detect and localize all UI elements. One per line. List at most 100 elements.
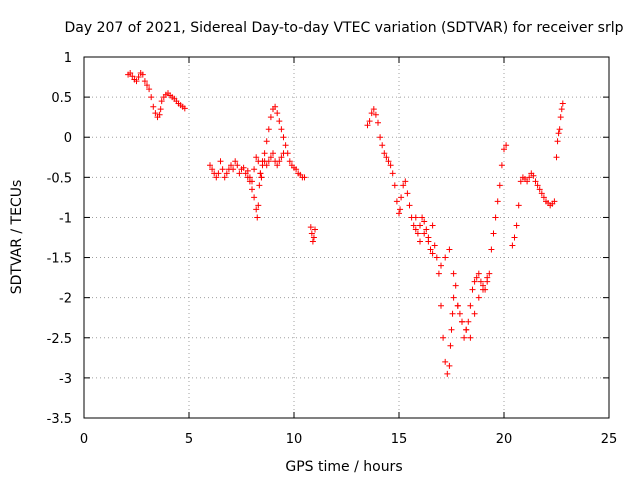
data-point bbox=[258, 174, 265, 181]
data-point bbox=[393, 198, 400, 205]
data-point bbox=[446, 246, 453, 253]
data-point bbox=[463, 326, 470, 333]
data-point bbox=[509, 242, 516, 249]
data-point bbox=[244, 174, 251, 181]
data-point bbox=[433, 254, 440, 261]
data-point bbox=[144, 82, 150, 89]
data-point bbox=[309, 238, 316, 245]
data-point bbox=[141, 78, 148, 85]
data-point bbox=[496, 182, 503, 189]
data-point bbox=[263, 138, 270, 145]
data-point bbox=[253, 154, 260, 161]
data-point bbox=[410, 222, 417, 229]
data-point bbox=[257, 170, 264, 177]
data-point bbox=[276, 118, 283, 125]
data-point bbox=[276, 158, 283, 165]
data-point bbox=[511, 234, 518, 241]
data-point bbox=[540, 194, 547, 201]
data-point bbox=[559, 100, 566, 107]
data-point bbox=[498, 162, 505, 169]
data-point bbox=[265, 126, 272, 133]
data-point bbox=[471, 310, 478, 317]
data-point bbox=[513, 222, 520, 229]
data-point bbox=[396, 210, 402, 217]
data-point bbox=[421, 218, 428, 225]
x-tick-label: 0 bbox=[80, 432, 88, 447]
data-point bbox=[557, 114, 564, 121]
data-point bbox=[146, 86, 153, 93]
data-point bbox=[554, 138, 561, 145]
data-point bbox=[488, 246, 495, 253]
data-point bbox=[447, 342, 454, 349]
data-point bbox=[181, 105, 188, 112]
data-point bbox=[278, 154, 285, 161]
data-point bbox=[412, 226, 419, 233]
x-axis-label: GPS time / hours bbox=[285, 459, 402, 475]
data-point bbox=[261, 150, 268, 157]
data-point bbox=[293, 166, 300, 173]
data-point bbox=[503, 142, 510, 149]
data-point bbox=[494, 198, 501, 205]
data-point bbox=[475, 294, 482, 301]
plot-frame bbox=[83, 56, 610, 419]
data-point bbox=[450, 270, 457, 277]
grid-lines bbox=[84, 57, 609, 418]
data-point bbox=[429, 250, 436, 257]
data-point bbox=[427, 246, 434, 253]
data-point bbox=[442, 358, 449, 365]
data-point bbox=[555, 130, 562, 137]
data-point bbox=[471, 278, 478, 285]
axis-ticks: 0 5 10 15 20 25 1 0.5 0 -0.5 -1 -1.5 -2 -2.5 -3 -3.5 bbox=[47, 51, 618, 447]
data-point bbox=[364, 122, 371, 129]
data-point bbox=[282, 142, 289, 149]
x-tick-label: 10 bbox=[286, 432, 303, 447]
data-point bbox=[444, 370, 451, 377]
data-point bbox=[272, 103, 279, 110]
data-point bbox=[379, 142, 386, 149]
data-point bbox=[469, 286, 476, 293]
data-point bbox=[219, 166, 226, 173]
data-point bbox=[209, 166, 216, 173]
data-point bbox=[310, 234, 317, 241]
data-point bbox=[244, 167, 251, 174]
data-point bbox=[308, 230, 315, 237]
data-point bbox=[536, 186, 543, 193]
data-point bbox=[490, 230, 497, 237]
data-point bbox=[435, 270, 442, 277]
y-tick-label: -1 bbox=[59, 211, 72, 226]
data-point bbox=[524, 178, 531, 185]
data-point bbox=[383, 154, 390, 161]
data-point bbox=[370, 106, 377, 113]
data-point bbox=[438, 302, 444, 309]
data-point bbox=[431, 242, 438, 249]
data-point bbox=[217, 158, 224, 165]
data-point bbox=[558, 106, 565, 113]
data-point bbox=[133, 78, 140, 85]
data-point bbox=[246, 178, 253, 185]
data-point bbox=[417, 222, 423, 229]
data-point bbox=[515, 202, 522, 209]
data-point bbox=[480, 286, 486, 293]
data-point bbox=[307, 224, 314, 231]
data-point bbox=[236, 170, 243, 177]
data-point bbox=[402, 178, 409, 185]
data-point bbox=[312, 226, 318, 233]
data-point bbox=[366, 118, 373, 125]
data-point bbox=[534, 182, 541, 189]
data-point bbox=[254, 214, 261, 221]
data-point bbox=[459, 318, 465, 325]
data-point bbox=[240, 164, 247, 171]
y-tick-label: -3 bbox=[59, 372, 72, 387]
data-point bbox=[429, 222, 436, 229]
x-tick-label: 5 bbox=[185, 432, 193, 447]
data-point bbox=[450, 294, 457, 301]
data-point bbox=[228, 162, 234, 169]
data-point bbox=[253, 206, 260, 213]
data-point bbox=[251, 194, 258, 201]
data-point bbox=[232, 158, 239, 165]
y-tick-label: -0.5 bbox=[47, 171, 72, 186]
data-point bbox=[387, 162, 394, 169]
data-point bbox=[467, 334, 474, 341]
data-point bbox=[438, 262, 444, 269]
data-point bbox=[551, 198, 558, 205]
